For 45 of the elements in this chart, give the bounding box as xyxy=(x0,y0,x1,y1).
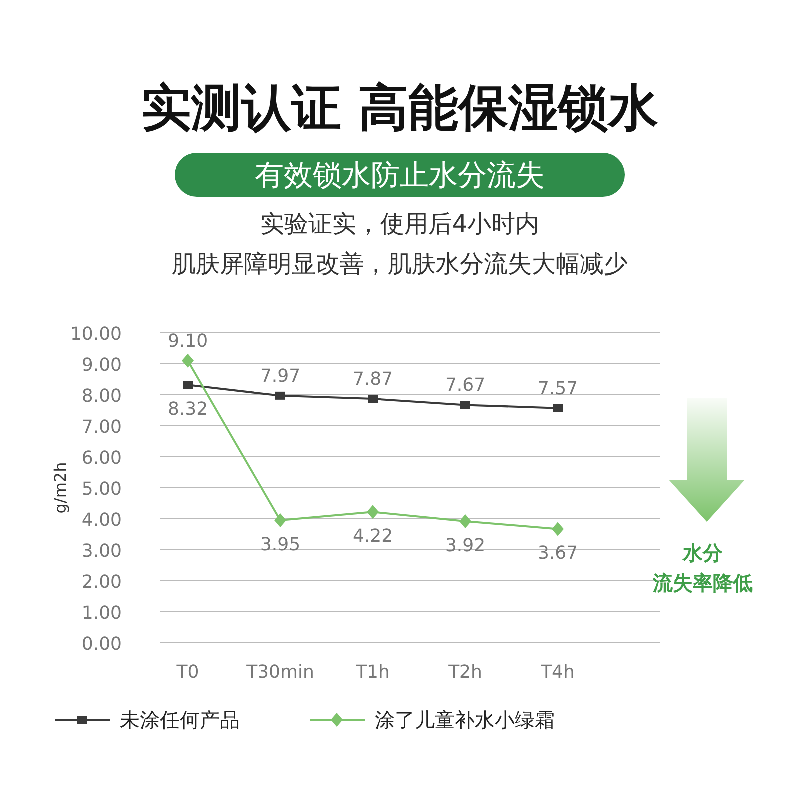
y-tick-label: 5.00 xyxy=(82,479,122,500)
legend-label: 涂了儿童补水小绿霜 xyxy=(375,708,555,732)
text: 水分 xyxy=(682,541,724,565)
y-tick-label: 8.00 xyxy=(82,386,122,407)
point xyxy=(460,514,472,528)
data-label: 3.92 xyxy=(445,535,486,556)
y-tick-label: 4.00 xyxy=(82,510,122,531)
data-label: 8.32 xyxy=(168,399,208,420)
y-tick-label: 0.00 xyxy=(82,634,122,655)
point xyxy=(553,404,563,412)
text: 肌肤屏障明显改善，肌肤水分流失大幅减少 xyxy=(172,250,628,278)
annotation: 流失率降低 xyxy=(652,571,753,595)
point xyxy=(274,514,286,528)
text: 实验证实，使用后4小时内 xyxy=(260,210,540,238)
y-tick-label: 6.00 xyxy=(82,448,122,469)
data-label: 9.10 xyxy=(168,330,208,352)
chart-title: 实测认证 高能保湿锁水 xyxy=(141,79,659,137)
x-tick-label: T0 xyxy=(176,662,200,683)
y-tick-label: 9.00 xyxy=(82,355,122,376)
y-tick-label: 7.00 xyxy=(82,417,122,438)
y-tick-label: 10.00 xyxy=(70,324,122,345)
y-tick-label: 1.00 xyxy=(82,603,122,624)
point xyxy=(460,401,470,410)
data-label: 7.57 xyxy=(538,378,578,400)
data-label: 4.22 xyxy=(352,526,394,548)
data-label: 7.67 xyxy=(445,375,486,396)
x-tick-label: T2h xyxy=(448,662,482,683)
x-tick-label: T30min xyxy=(246,662,314,683)
y-tick-label: 2.00 xyxy=(82,572,122,593)
chart-subtitle: 有效锁水防止水分流失 xyxy=(255,158,545,192)
point xyxy=(276,392,286,400)
point xyxy=(183,381,193,390)
point xyxy=(182,354,194,368)
point xyxy=(368,395,378,404)
data-label: 3.67 xyxy=(538,543,578,564)
point xyxy=(552,522,564,536)
x-tick-label: T4h xyxy=(540,662,575,683)
data-label: 7.87 xyxy=(352,369,394,390)
data-label: 7.97 xyxy=(260,366,301,387)
y-axis-title: g/m2h xyxy=(51,462,70,514)
y-tick-label: 3.00 xyxy=(82,541,122,562)
data-label: 3.95 xyxy=(260,534,301,556)
point xyxy=(367,505,379,520)
legend-label: 未涂任何产品 xyxy=(120,708,240,732)
x-tick-label: T1h xyxy=(355,662,390,683)
